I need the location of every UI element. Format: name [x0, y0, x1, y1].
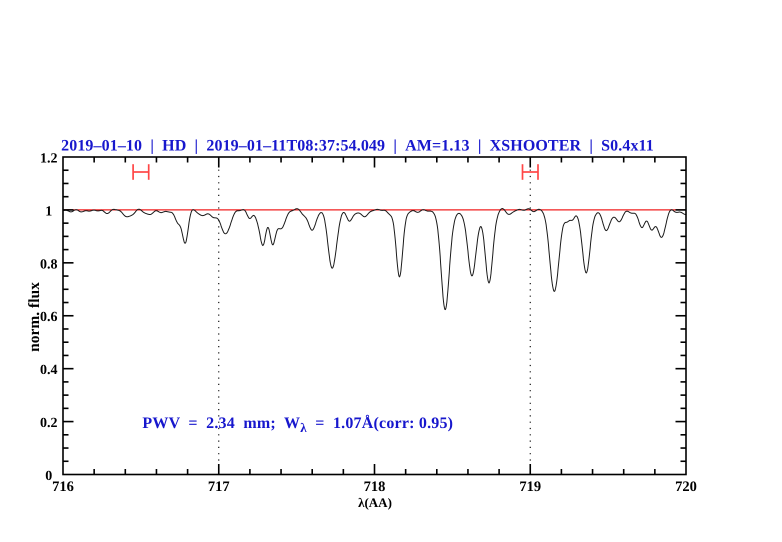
svg-text:716: 716 [52, 479, 74, 495]
svg-text:720: 720 [675, 479, 697, 495]
svg-text:1: 1 [45, 204, 52, 219]
svg-text:norm. flux: norm. flux [26, 282, 43, 352]
svg-text:2019–01–10 | HD | 2019–01–: 2019–01–10 | HD | 2019–01–11T08:37:54.04… [61, 138, 654, 155]
svg-text:PWV = 2.34 mm; Wλ = 1.07: PWV = 2.34 mm; Wλ = 1.07Å(corr: 0.95) [142, 414, 453, 435]
svg-text:717: 717 [208, 479, 230, 495]
svg-text:0.4: 0.4 [40, 363, 58, 378]
svg-text:λ(AA): λ(AA) [358, 495, 392, 510]
svg-text:0.8: 0.8 [40, 257, 58, 272]
svg-text:0.6: 0.6 [40, 310, 58, 325]
svg-text:0: 0 [45, 469, 52, 484]
svg-text:719: 719 [519, 479, 541, 495]
svg-text:1.2: 1.2 [40, 152, 58, 167]
svg-text:718: 718 [364, 479, 386, 495]
svg-text:0.2: 0.2 [40, 416, 58, 431]
